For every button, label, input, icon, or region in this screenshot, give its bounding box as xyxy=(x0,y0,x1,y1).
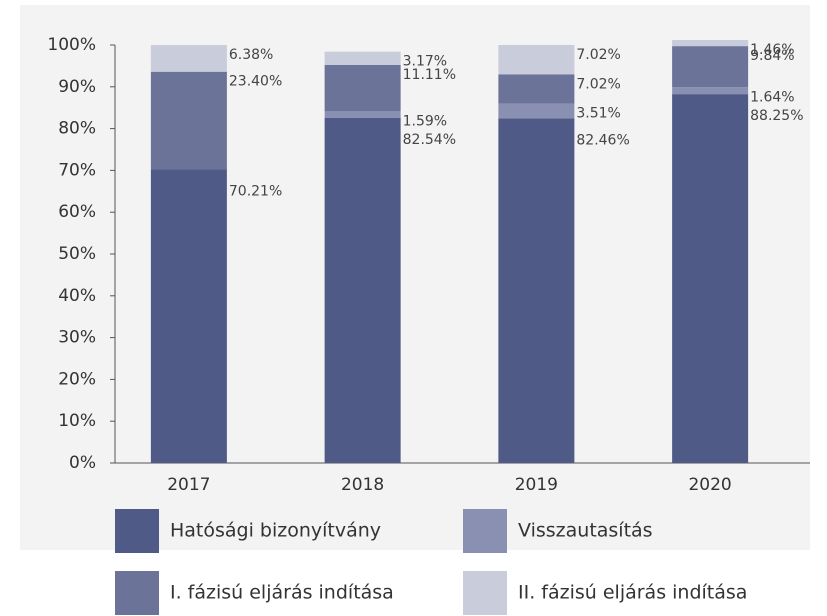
y-tick-label: 90% xyxy=(58,77,96,97)
bar-segment xyxy=(150,169,227,463)
x-tick-label: 2018 xyxy=(341,475,384,495)
bar-segment xyxy=(672,46,749,88)
legend-swatch xyxy=(463,509,507,553)
bar-segment xyxy=(150,45,227,72)
data-label: 23.40% xyxy=(229,74,282,90)
y-tick-label: 70% xyxy=(58,160,96,180)
legend-label: II. fázisú eljárás indítása xyxy=(518,582,747,604)
legend-swatch xyxy=(463,571,507,615)
y-tick-label: 80% xyxy=(58,119,96,139)
y-tick-label: 30% xyxy=(58,328,96,348)
data-label: 7.02% xyxy=(576,47,620,63)
y-tick-label: 20% xyxy=(58,369,96,389)
bar-segment xyxy=(672,40,749,47)
data-label: 88.25% xyxy=(750,108,803,124)
x-tick-label: 2017 xyxy=(167,475,210,495)
data-label: 11.11% xyxy=(403,67,456,83)
data-label: 6.38% xyxy=(229,47,273,63)
data-label: 70.21% xyxy=(229,184,282,200)
y-tick-label: 60% xyxy=(58,202,96,222)
data-label: 82.54% xyxy=(403,132,456,148)
bar-segment xyxy=(498,103,575,119)
x-tick-label: 2019 xyxy=(515,475,558,495)
legend-label: I. fázisú eljárás indítása xyxy=(170,582,394,604)
legend-label: Hatósági bizonyítvány xyxy=(170,520,381,542)
bar-segment xyxy=(150,71,227,170)
y-tick-label: 100% xyxy=(47,35,96,55)
bar-segment xyxy=(498,44,575,75)
bar-segment xyxy=(324,117,401,464)
bar-segment xyxy=(324,51,401,65)
bar-segment xyxy=(672,87,749,95)
data-label: 3.17% xyxy=(403,54,447,70)
data-label: 1.59% xyxy=(403,113,447,129)
bar-segment xyxy=(498,118,575,463)
bar-segment xyxy=(498,74,575,104)
y-tick-label: 40% xyxy=(58,286,96,306)
data-label: 1.64% xyxy=(750,89,794,105)
data-label: 9.84% xyxy=(750,48,794,64)
data-label: 1.46% xyxy=(750,42,794,58)
bar-segment xyxy=(672,94,749,464)
bar-segment xyxy=(324,64,401,112)
data-label: 7.02% xyxy=(576,76,620,92)
y-tick-label: 10% xyxy=(58,411,96,431)
legend-swatch xyxy=(115,571,159,615)
y-tick-label: 50% xyxy=(58,244,96,264)
data-label: 82.46% xyxy=(576,132,629,148)
x-tick-label: 2020 xyxy=(688,475,731,495)
y-tick-label: 0% xyxy=(69,453,96,473)
legend-swatch xyxy=(115,509,159,553)
bar-segment xyxy=(324,111,401,118)
legend-label: Visszautasítás xyxy=(518,520,653,542)
data-label: 3.51% xyxy=(576,106,620,122)
